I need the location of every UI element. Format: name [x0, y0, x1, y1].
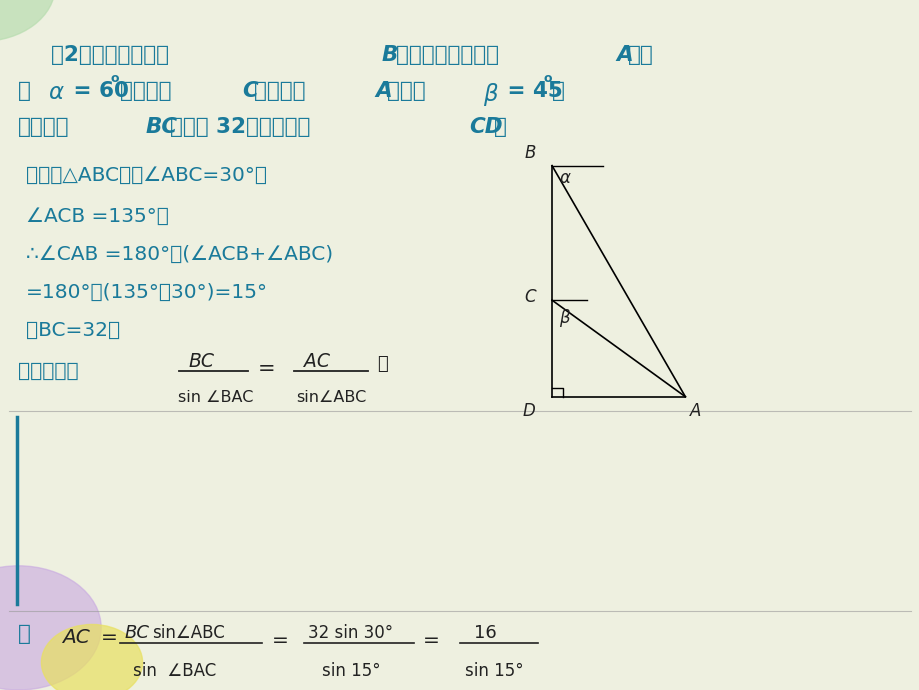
Text: = 45: = 45 [499, 81, 562, 101]
Text: 32 sin 30°: 32 sin 30° [308, 624, 393, 642]
Text: sin 15°: sin 15° [322, 662, 380, 680]
Text: B: B [524, 144, 535, 162]
Text: 处测得点: 处测得点 [254, 81, 312, 101]
Text: 的俯角: 的俯角 [387, 81, 433, 101]
Circle shape [41, 624, 142, 690]
Text: 的俯: 的俯 [628, 45, 653, 65]
Text: 处测得地面上一点: 处测得地面上一点 [395, 45, 505, 65]
Text: 已知铁塔: 已知铁塔 [18, 117, 70, 137]
Text: sin∠ABC: sin∠ABC [296, 390, 366, 405]
Text: $\beta$: $\beta$ [559, 307, 571, 329]
Text: =: = [271, 631, 288, 651]
Text: BC: BC [145, 117, 177, 137]
Text: 16: 16 [473, 624, 496, 642]
Text: = 60: = 60 [66, 81, 129, 101]
Text: ，在塔底: ，在塔底 [119, 81, 178, 101]
Text: 解：在△ABC中，∠ABC=30°，: 解：在△ABC中，∠ABC=30°， [26, 166, 267, 185]
Text: 部分高 32米，求山高: 部分高 32米，求山高 [170, 117, 311, 137]
Circle shape [0, 566, 101, 690]
Text: AC: AC [62, 628, 90, 647]
Text: A: A [616, 45, 632, 65]
Text: 又BC=32，: 又BC=32， [26, 321, 119, 340]
Text: sin 15°: sin 15° [464, 662, 523, 680]
Text: 角: 角 [18, 81, 39, 101]
Text: sin ∠BAC: sin ∠BAC [177, 390, 253, 405]
Text: BC: BC [188, 352, 214, 371]
Text: C: C [523, 288, 535, 306]
Text: 得: 得 [18, 624, 31, 644]
Text: o: o [543, 72, 551, 86]
Text: $\mathit{\alpha}$: $\mathit{\alpha}$ [48, 81, 64, 104]
Text: sin∠ABC: sin∠ABC [152, 624, 224, 642]
Circle shape [0, 0, 55, 41]
Text: ，: ， [551, 81, 564, 101]
Text: ∴∠CAB =180°－(∠ACB+∠ABC): ∴∠CAB =180°－(∠ACB+∠ABC) [26, 245, 333, 264]
Text: $\mathit{\beta}$: $\mathit{\beta}$ [482, 81, 498, 108]
Text: ，: ， [377, 355, 388, 373]
Text: o: o [110, 72, 119, 86]
Text: A: A [689, 402, 700, 420]
Text: CD: CD [469, 117, 503, 137]
Text: ∠ACB =135°，: ∠ACB =135°， [26, 207, 168, 226]
Text: C: C [242, 81, 257, 101]
Text: =180°－(135°＋30°)=15°: =180°－(135°＋30°)=15° [26, 283, 267, 302]
Text: sin  ∠BAC: sin ∠BAC [133, 662, 216, 680]
Text: =: = [423, 631, 439, 651]
Text: A: A [375, 81, 391, 101]
Text: 由正弦定理: 由正弦定理 [18, 362, 79, 382]
Text: D: D [522, 402, 535, 420]
Text: AC: AC [303, 352, 329, 371]
Text: $\alpha$: $\alpha$ [559, 169, 572, 187]
Text: 。: 。 [494, 117, 506, 137]
Text: B: B [381, 45, 398, 65]
Text: =: = [101, 628, 118, 647]
Text: 例2：在山顶铁塔上: 例2：在山顶铁塔上 [51, 45, 176, 65]
Text: BC: BC [124, 624, 149, 642]
Text: =: = [257, 359, 275, 379]
